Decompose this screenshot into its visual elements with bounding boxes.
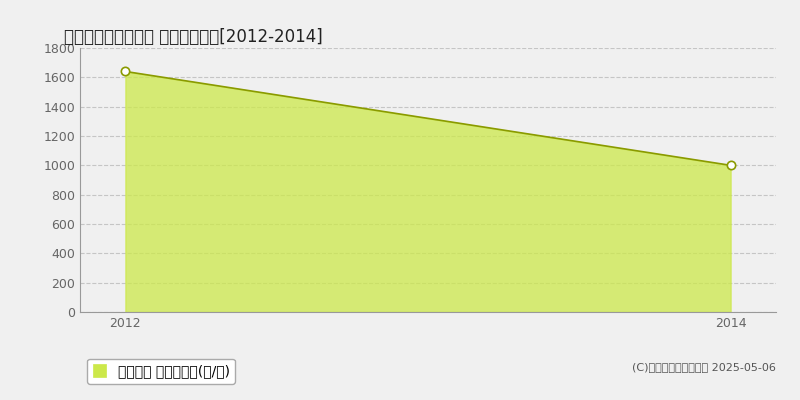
Text: 稲敷郡河内町庄布川 農地価格推移[2012-2014]: 稲敷郡河内町庄布川 農地価格推移[2012-2014]	[64, 28, 322, 46]
Text: (C)土地価格ドットコム 2025-05-06: (C)土地価格ドットコム 2025-05-06	[632, 362, 776, 372]
Legend: 農地価格 平均坪単価(円/坪): 農地価格 平均坪単価(円/坪)	[87, 358, 235, 384]
